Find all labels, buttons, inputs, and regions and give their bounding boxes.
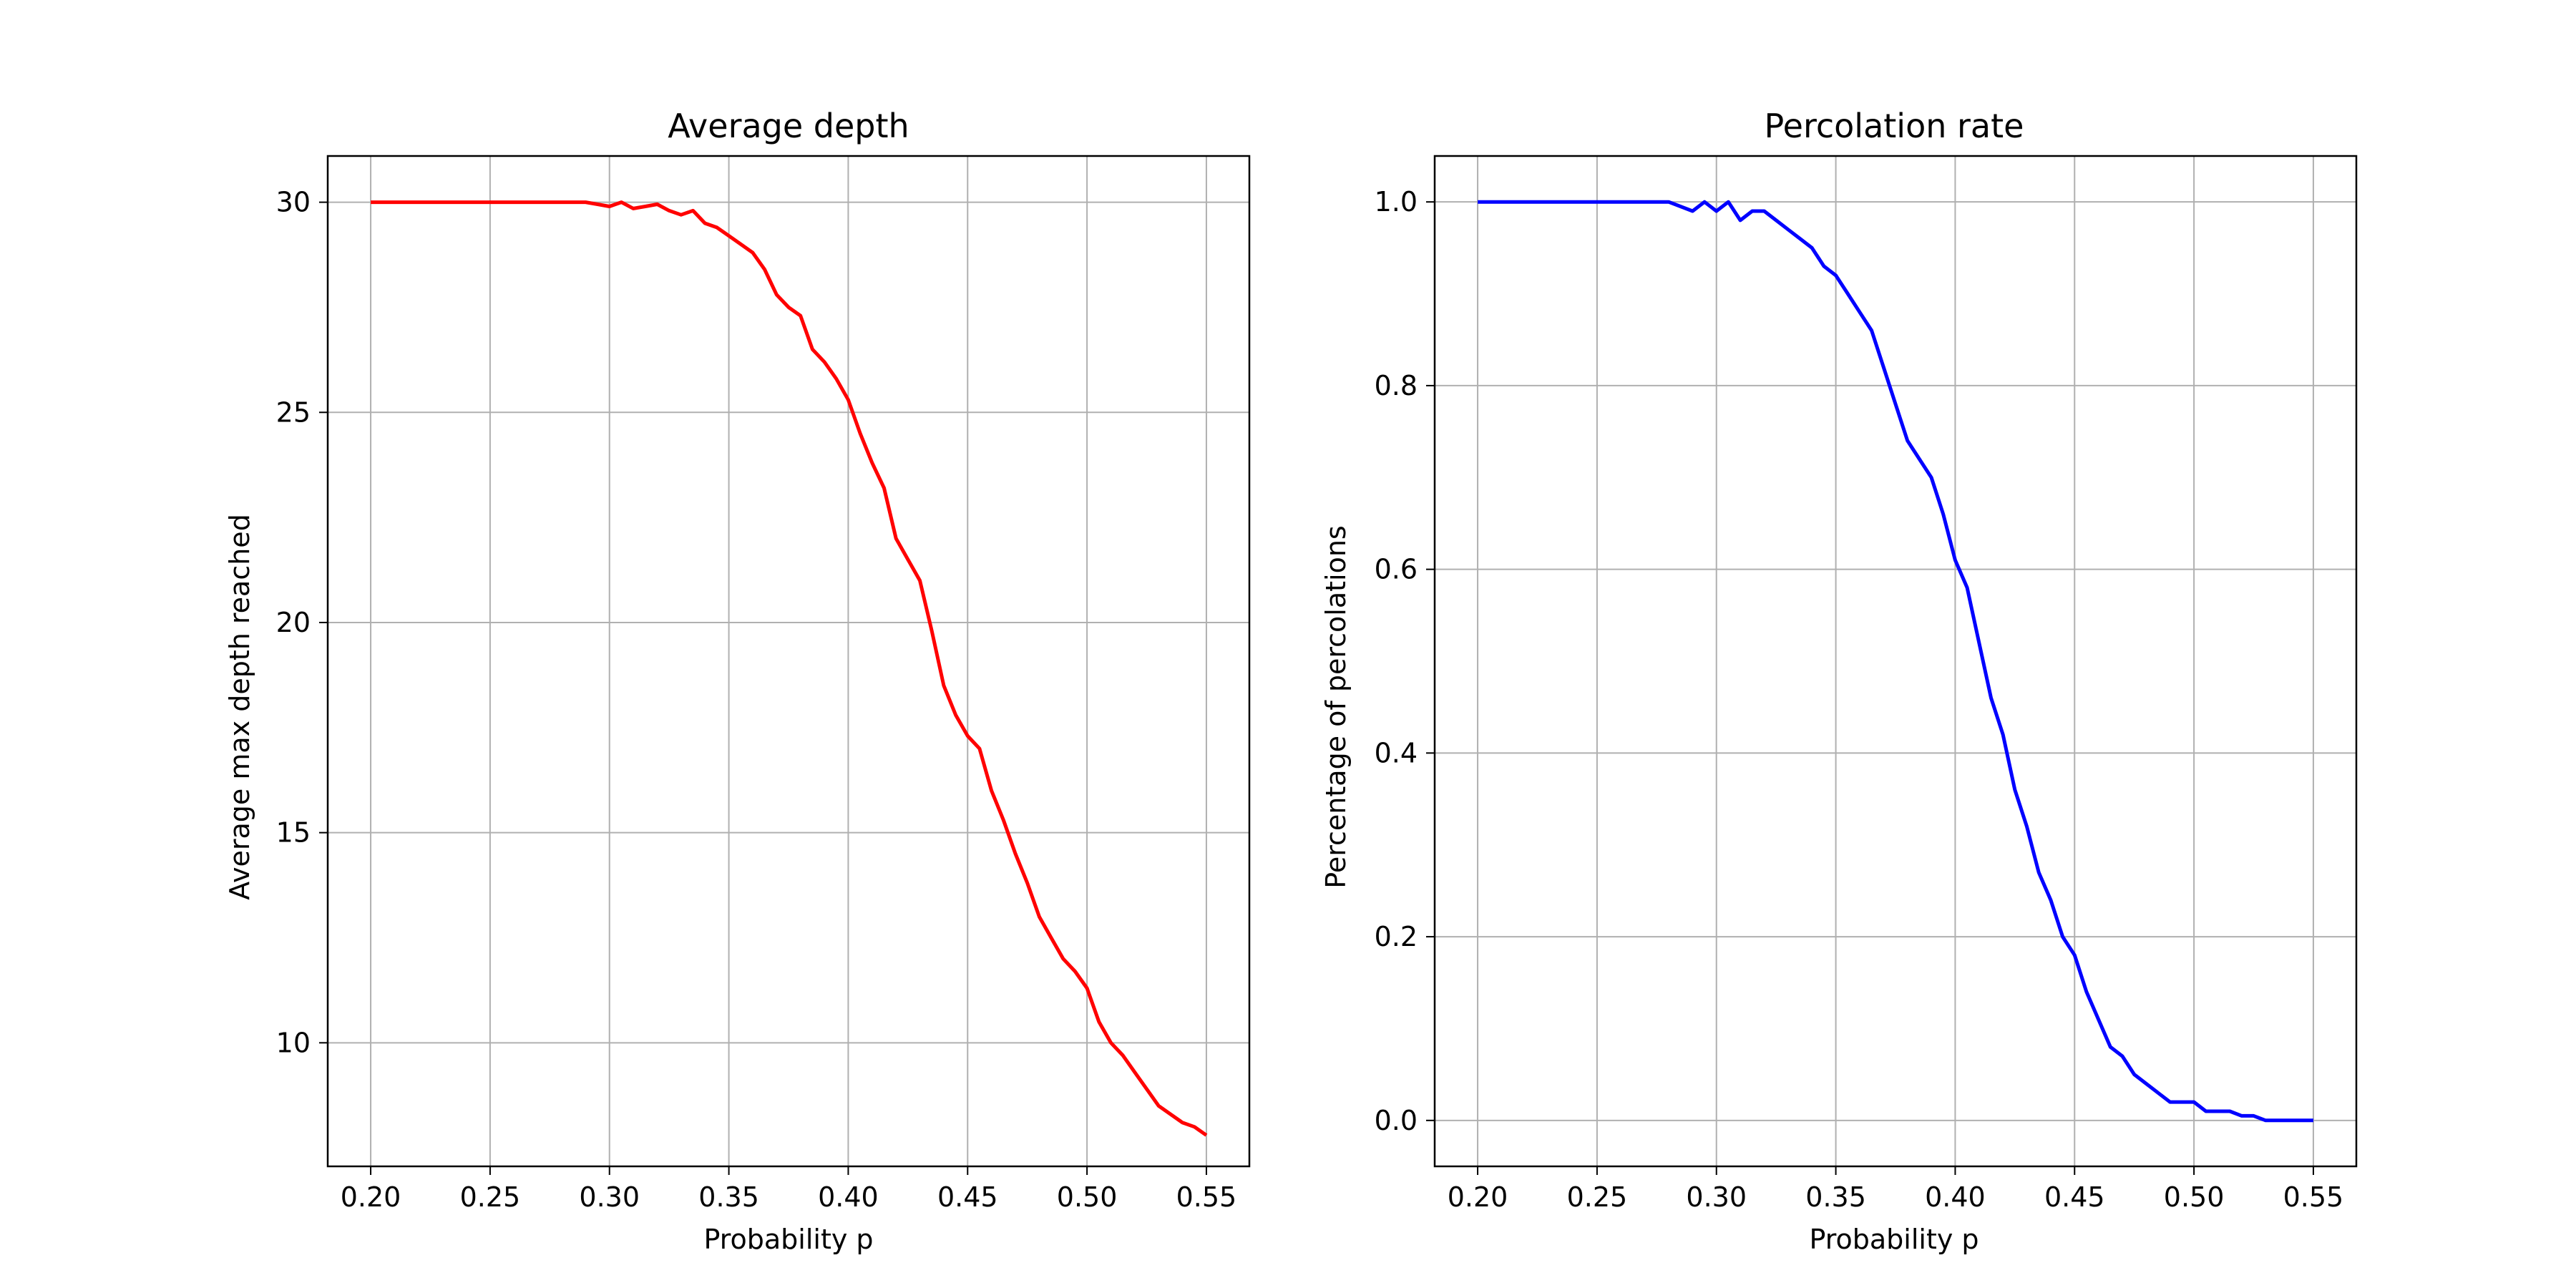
axes-frame (1433, 155, 2358, 1168)
y-ticks: 0.0 0.2 0.4 0.6 0.8 1.0 (1375, 186, 1435, 1136)
y-axis-label: Average max depth reached (224, 514, 255, 900)
data-series-line (1478, 200, 2313, 1123)
y-tick-label: 15 (276, 817, 311, 849)
y-tick-label: 0.0 (1375, 1105, 1418, 1136)
y-ticks: 10 15 20 25 30 (276, 187, 328, 1058)
y-tick-label: 30 (276, 187, 311, 218)
series-lines (1478, 200, 2313, 1123)
x-tick-label: 0.50 (1057, 1181, 1118, 1213)
x-tick-label: 0.55 (1176, 1181, 1237, 1213)
x-tick-label: 0.40 (818, 1181, 879, 1213)
x-tick-label: 0.25 (1567, 1181, 1628, 1213)
axes-frame (326, 155, 1251, 1168)
y-tick-label: 10 (276, 1027, 311, 1058)
y-tick-label: 20 (276, 607, 311, 638)
percolation-rate-panel: Percolation rate 0.20 0.25 0.30 0.35 0.40 0.4… (1320, 107, 2358, 1255)
y-tick-label: 0.8 (1375, 370, 1418, 401)
chart-title: Percolation rate (1765, 107, 2024, 145)
y-tick-label: 0.2 (1375, 921, 1418, 952)
x-tick-label: 0.35 (1805, 1181, 1866, 1213)
y-axis-label: Percentage of percolations (1320, 525, 1352, 888)
y-tick-label: 0.4 (1375, 737, 1418, 769)
grid-lines (1435, 156, 2356, 1166)
x-tick-label: 0.45 (937, 1181, 998, 1213)
x-tick-label: 0.25 (460, 1181, 521, 1213)
x-tick-label: 0.20 (341, 1181, 401, 1213)
y-tick-label: 0.6 (1375, 554, 1418, 585)
x-tick-label: 0.50 (2164, 1181, 2225, 1213)
x-axis-label: Probability p (1809, 1224, 1979, 1255)
series-lines (371, 200, 1208, 1137)
x-tick-label: 0.40 (1925, 1181, 1986, 1213)
x-tick-label: 0.55 (2283, 1181, 2344, 1213)
average-depth-panel: Average depth 0.20 0.25 0.30 0.35 0.40 0.45 0.… (224, 107, 1251, 1255)
x-ticks: 0.20 0.25 0.30 0.35 0.40 0.45 0.50 0.55 (341, 1166, 1236, 1213)
y-tick-label: 1.0 (1375, 186, 1418, 218)
x-tick-label: 0.45 (2044, 1181, 2105, 1213)
y-tick-label: 25 (276, 396, 311, 428)
chart-title: Average depth (668, 107, 909, 145)
x-ticks: 0.20 0.25 0.30 0.35 0.40 0.45 0.50 0.55 (1448, 1166, 2343, 1213)
x-tick-label: 0.30 (1686, 1181, 1747, 1213)
x-tick-label: 0.30 (579, 1181, 640, 1213)
x-axis-label: Probability p (703, 1224, 873, 1255)
x-tick-label: 0.35 (698, 1181, 759, 1213)
x-tick-label: 0.20 (1448, 1181, 1508, 1213)
data-series-line (371, 200, 1208, 1137)
grid-lines (328, 156, 1249, 1166)
